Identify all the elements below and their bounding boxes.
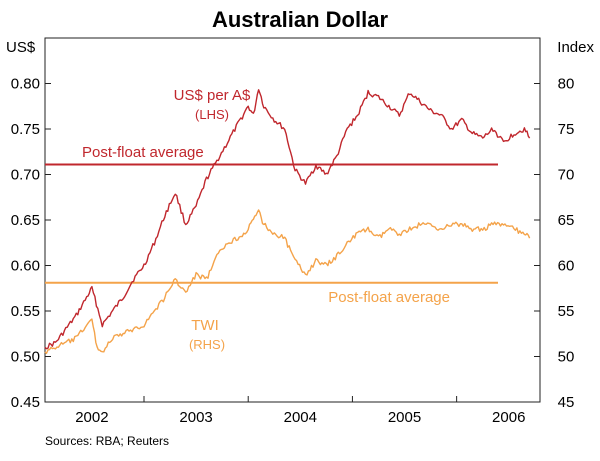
right-tick-label: 75 xyxy=(558,121,575,138)
usd-series-label: US$ per A$ xyxy=(174,87,251,104)
plot-frame xyxy=(44,37,541,403)
left-tick-label: 0.75 xyxy=(11,121,40,138)
usd-post-float-label: Post-float average xyxy=(82,144,204,161)
left-tick-label: 0.80 xyxy=(11,76,40,93)
left-tick-label: 0.45 xyxy=(11,394,40,411)
usd-series-axis-note: (LHS) xyxy=(195,107,229,122)
right-tick-label: 65 xyxy=(558,212,575,229)
twi-series-axis-note: (RHS) xyxy=(189,337,225,352)
right-tick-label: 45 xyxy=(558,394,575,411)
x-tick-label: 2005 xyxy=(388,409,421,426)
source-note: Sources: RBA; Reuters xyxy=(45,434,169,448)
x-tick-label: 2002 xyxy=(75,409,108,426)
series-lines xyxy=(44,89,531,355)
twi-line xyxy=(44,209,531,355)
x-tick-label: 2004 xyxy=(284,409,317,426)
twi-post-float-label: Post-float average xyxy=(328,289,450,306)
x-axis-ticks: 2002 2003 2004 2005 2006 xyxy=(75,396,525,426)
twi-series-label: TWI xyxy=(191,317,219,334)
x-tick-label: 2006 xyxy=(492,409,525,426)
right-tick-label: 80 xyxy=(558,76,575,93)
left-tick-label: 0.60 xyxy=(11,258,40,275)
left-axis-unit: US$ xyxy=(6,39,36,56)
right-axis-ticks: 80 75 70 65 60 55 50 45 xyxy=(534,76,575,411)
right-axis-unit: Index xyxy=(557,39,594,56)
right-tick-label: 55 xyxy=(558,303,575,320)
left-axis-ticks: 0.80 0.75 0.70 0.65 0.60 0.55 0.50 0.45 xyxy=(11,76,51,411)
right-tick-label: 50 xyxy=(558,349,575,366)
chart-title: Australian Dollar xyxy=(212,7,388,32)
usd-per-aud-line xyxy=(44,89,531,350)
left-tick-label: 0.50 xyxy=(11,349,40,366)
left-tick-label: 0.55 xyxy=(11,303,40,320)
left-tick-label: 0.65 xyxy=(11,212,40,229)
left-tick-label: 0.70 xyxy=(11,167,40,184)
right-tick-label: 60 xyxy=(558,258,575,275)
right-tick-label: 70 xyxy=(558,167,575,184)
reference-lines xyxy=(45,163,498,284)
x-tick-label: 2003 xyxy=(179,409,212,426)
